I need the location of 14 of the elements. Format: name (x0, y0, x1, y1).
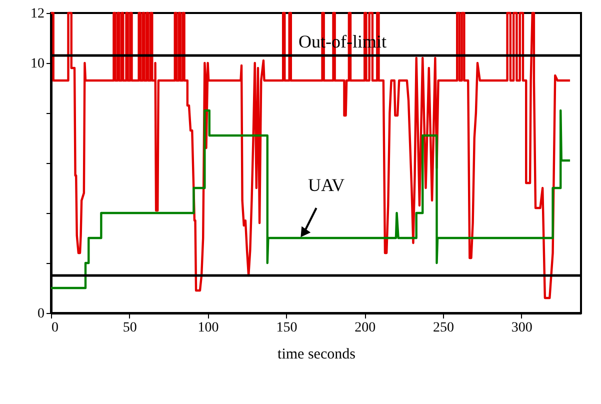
x-axis-title: time seconds (278, 346, 356, 362)
y-tick-label: 12 (30, 6, 44, 22)
x-tick-label: 200 (354, 320, 376, 336)
x-tick-label: 250 (433, 320, 454, 336)
x-tick-label: 300 (511, 320, 532, 336)
line-series (50, 12, 572, 300)
x-tick-label: 100 (198, 320, 219, 336)
line-series (50, 109, 572, 290)
x-tick-label: 50 (122, 320, 137, 336)
x-tick-label: 150 (276, 320, 298, 336)
annotation: UAV (308, 175, 345, 195)
y-tick-label: 0 (38, 306, 44, 322)
y-tick-label: 10 (30, 56, 44, 72)
x-tick-label: 0 (52, 320, 58, 336)
